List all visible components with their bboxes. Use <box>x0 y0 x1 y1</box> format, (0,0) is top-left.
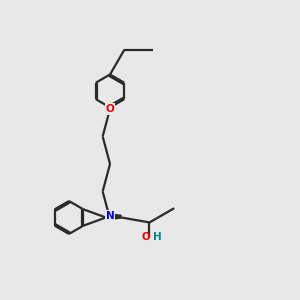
Text: O: O <box>106 104 114 114</box>
Text: O: O <box>142 232 150 242</box>
Text: H: H <box>153 232 161 242</box>
Text: N: N <box>106 211 114 221</box>
Text: N: N <box>106 214 114 224</box>
